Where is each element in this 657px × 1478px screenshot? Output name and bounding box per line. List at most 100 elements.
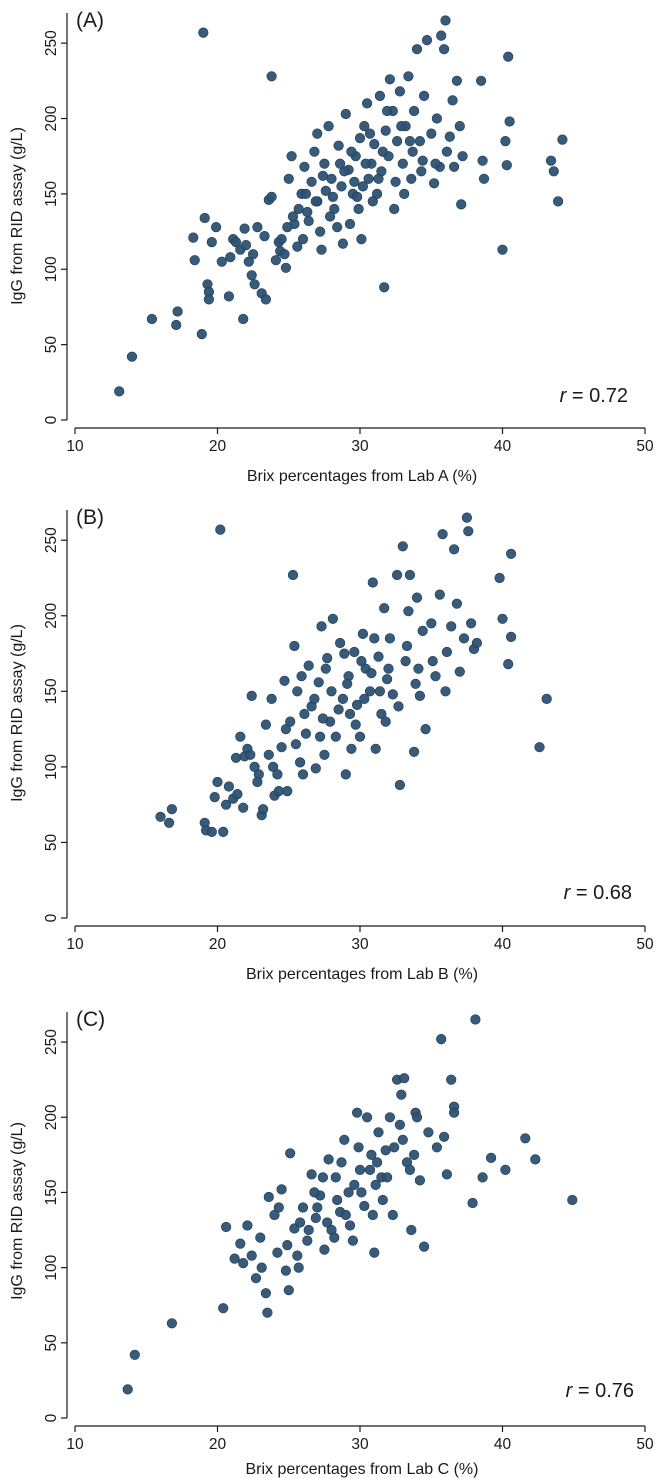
data-point-b: [166, 804, 177, 815]
data-point-a: [188, 232, 199, 243]
correlation-value-c: = 0.76: [572, 1380, 634, 1402]
data-point-b: [289, 640, 300, 652]
data-point-c: [310, 1212, 321, 1224]
data-point-a: [223, 291, 234, 302]
correlation-symbol-c: r: [566, 1380, 574, 1402]
data-point-c: [520, 1133, 531, 1144]
data-point-b: [155, 811, 166, 822]
data-point-a: [248, 249, 259, 260]
data-point-a: [309, 146, 320, 157]
data-point-c: [282, 1239, 293, 1251]
data-point-c: [317, 1172, 329, 1183]
data-point-b: [426, 618, 437, 629]
data-point-c: [256, 1262, 267, 1273]
x-tick-label-a: 50: [636, 438, 654, 455]
data-point-b: [403, 606, 414, 617]
data-point-c: [340, 1209, 351, 1221]
data-point-b: [373, 651, 384, 662]
data-point-a: [303, 215, 314, 227]
data-point-b: [410, 678, 421, 689]
data-point-c: [530, 1154, 541, 1165]
data-point-a: [312, 128, 323, 139]
data-point-a: [447, 95, 458, 106]
x-tick-label-c: 10: [66, 1436, 84, 1453]
data-point-c: [359, 1200, 370, 1212]
data-point-a: [359, 120, 370, 132]
data-point-a: [373, 173, 384, 184]
data-point-b: [315, 731, 326, 742]
x-tick-label-c: 30: [351, 1436, 369, 1453]
data-point-b: [310, 763, 321, 774]
y-tick-label-c: 0: [43, 1413, 60, 1422]
data-point-a: [315, 226, 326, 237]
data-point-a: [369, 139, 380, 150]
data-point-b: [534, 742, 545, 753]
data-point-a: [317, 170, 329, 181]
data-point-b: [541, 693, 552, 705]
data-point-a: [456, 199, 467, 210]
data-point-a: [340, 108, 351, 120]
data-point-b: [335, 637, 346, 649]
data-point-a: [504, 116, 515, 127]
data-point-a: [392, 136, 403, 147]
data-point-a: [436, 30, 447, 41]
data-point-a: [439, 44, 450, 55]
y-tick-label-c: 100: [43, 1254, 60, 1280]
data-point-a: [306, 176, 317, 187]
y-tick-label-a: 150: [43, 181, 60, 207]
data-point-a: [283, 173, 294, 184]
scatter-panel-b: (B) IgG from RID assay (g/L) Brix percen…: [9, 506, 654, 983]
data-point-b: [282, 785, 293, 797]
data-point-c: [306, 1169, 317, 1180]
data-point-a: [357, 181, 369, 192]
data-point-c: [367, 1209, 378, 1221]
data-point-b: [263, 749, 274, 760]
data-point-c: [293, 1262, 304, 1273]
data-point-a: [380, 125, 391, 136]
data-point-a: [206, 237, 217, 248]
data-point-c: [344, 1220, 356, 1231]
data-point-b: [382, 674, 393, 685]
data-point-b: [350, 719, 361, 730]
data-point-c: [285, 1148, 296, 1159]
data-point-b: [414, 690, 426, 702]
data-point-a: [249, 279, 260, 290]
data-point-b: [458, 633, 470, 644]
data-point-a: [389, 203, 400, 215]
data-point-a: [411, 44, 423, 55]
data-point-c: [399, 1073, 410, 1084]
data-point-c: [349, 1179, 360, 1190]
data-point-a: [114, 386, 125, 397]
y-tick-label-c: 200: [43, 1104, 60, 1130]
data-point-c: [382, 1172, 393, 1183]
x-axis-title-a: Brix percentages from Lab A (%): [247, 468, 477, 485]
data-point-b: [276, 742, 287, 753]
y-tick-label-b: 0: [43, 913, 60, 922]
data-point-c: [312, 1202, 323, 1213]
data-point-a: [319, 158, 330, 169]
data-point-b: [292, 686, 303, 697]
data-point-a: [238, 313, 249, 325]
data-point-b: [299, 708, 310, 720]
panel-label-a: (A): [76, 9, 104, 32]
y-tick-label-c: 50: [43, 1334, 60, 1352]
data-point-a: [497, 244, 508, 255]
data-point-b: [370, 743, 381, 754]
data-point-c: [297, 1202, 309, 1213]
data-point-c: [411, 1112, 423, 1123]
x-tick-label-a: 30: [351, 438, 369, 455]
data-point-c: [370, 1179, 381, 1190]
data-point-b: [393, 701, 404, 712]
data-point-b: [297, 769, 309, 780]
data-point-b: [380, 716, 391, 727]
x-axis-title-b: Brix percentages from Lab B (%): [246, 966, 478, 983]
panel-label-b: (B): [76, 506, 104, 529]
data-point-a: [414, 136, 426, 147]
data-point-a: [333, 140, 344, 151]
data-point-a: [403, 71, 414, 82]
data-point-b: [164, 817, 175, 828]
data-point-b: [260, 719, 272, 730]
data-point-c: [419, 1241, 430, 1252]
data-point-a: [260, 294, 272, 305]
data-point-a: [332, 222, 343, 233]
